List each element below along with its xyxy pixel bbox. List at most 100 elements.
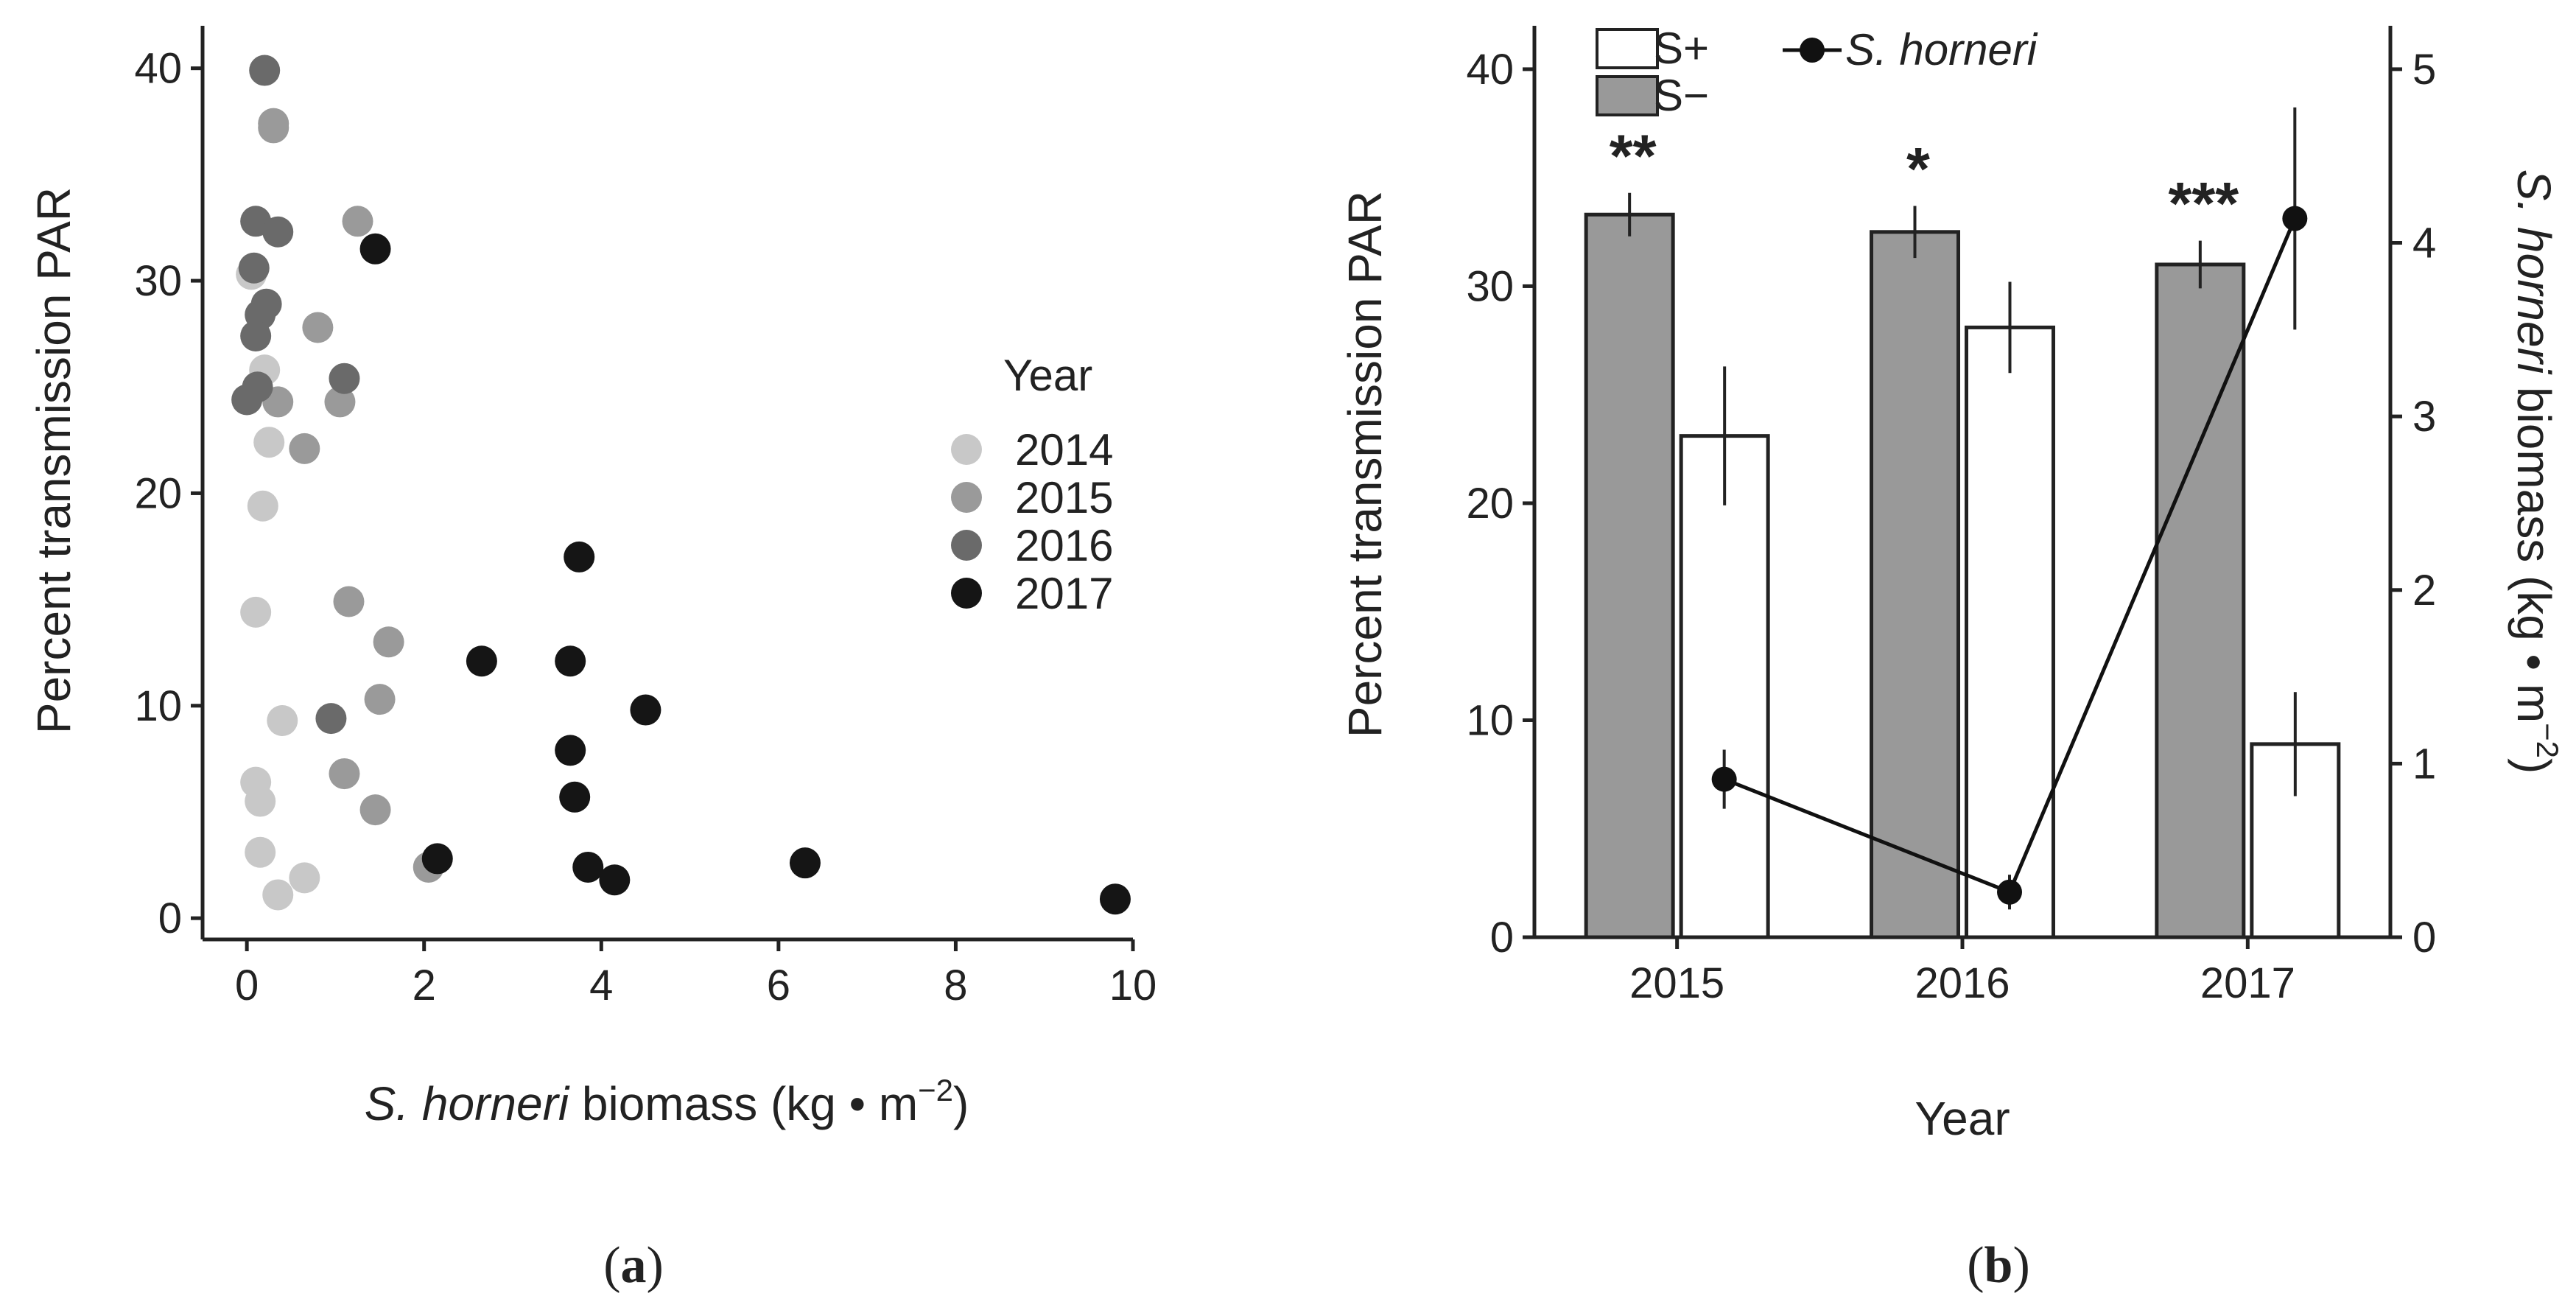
scatter-point-2015 xyxy=(333,586,365,617)
legend-swatch-s-minus xyxy=(1596,75,1659,116)
significance-marker: ** xyxy=(1610,123,1657,190)
legend-marker-2016 xyxy=(951,530,982,561)
legend-label-horneri: S. horneri xyxy=(1845,25,2038,74)
legend-marker-2015 xyxy=(951,482,982,513)
y-tick-label: 20 xyxy=(134,469,182,517)
y-axis-title: Percent transmission PAR xyxy=(1338,191,1391,738)
scatter-point-2016 xyxy=(238,252,270,284)
scatter-point-2015 xyxy=(342,206,373,237)
panel-label-b: (b) xyxy=(1967,1237,2030,1294)
y2-tick-label: 0 xyxy=(2412,914,2436,962)
scatter-point-2015 xyxy=(289,433,320,464)
scatter-point-2016 xyxy=(240,321,272,352)
significance-marker: * xyxy=(1906,136,1930,203)
legend-title: Year xyxy=(1003,351,1092,400)
y2-tick-label: 3 xyxy=(2412,393,2436,441)
panel-label-a: (a) xyxy=(603,1237,664,1294)
x-tick-label: 6 xyxy=(767,962,790,1009)
x-tick-label: 0 xyxy=(235,962,259,1009)
y2-tick-label: 5 xyxy=(2412,46,2436,94)
bar-s-minus-2017 xyxy=(2155,262,2246,939)
scatter-point-2014 xyxy=(267,704,298,736)
y-tick-label: 30 xyxy=(134,257,182,305)
scatter-point-2015 xyxy=(324,386,356,418)
scatter-point-2014 xyxy=(289,862,320,894)
legend-label-2015: 2015 xyxy=(1015,473,1113,522)
y2-tick-label: 2 xyxy=(2412,567,2436,615)
y2-axis-title: S. horneri biomass (kg • m−2) xyxy=(2507,169,2565,774)
horneri-point xyxy=(2282,206,2308,231)
scatter-point-2017 xyxy=(599,864,631,896)
y-tick-label: 40 xyxy=(134,45,182,93)
scatter-point-2017 xyxy=(555,645,586,677)
scatter-panel: 0 10 20 30 40 0 2 4 6 8 10 Percent transmission P… xyxy=(27,26,1157,1294)
scatter-point-2017 xyxy=(559,781,591,813)
scatter-point-2016 xyxy=(249,55,281,86)
legend-marker-horneri xyxy=(1800,38,1825,63)
legend-label-2016: 2016 xyxy=(1015,521,1113,570)
x-tick-label: 2 xyxy=(413,962,436,1009)
y-tick-label: 10 xyxy=(1466,696,1514,744)
x-tick-label: 2016 xyxy=(1915,959,2010,1007)
scatter-point-2014 xyxy=(247,490,278,522)
legend-swatch-s-plus xyxy=(1596,28,1659,69)
y-tick-label: 10 xyxy=(134,682,182,730)
y-tick-label: 40 xyxy=(1466,46,1514,94)
scatter-point-2016 xyxy=(315,703,347,735)
legend-label-s-minus: S− xyxy=(1654,71,1709,120)
scatter-point-2017 xyxy=(630,694,661,726)
legend-marker-2014 xyxy=(951,434,982,465)
y-tick-label: 30 xyxy=(1466,262,1514,310)
scatter-point-2015 xyxy=(258,112,289,144)
scatter-point-2017 xyxy=(564,541,595,573)
legend-label-2017: 2017 xyxy=(1015,569,1113,618)
scatter-point-2015 xyxy=(302,312,334,343)
legend-label-2014: 2014 xyxy=(1015,425,1113,475)
y-tick-label: 20 xyxy=(1466,480,1514,528)
scatter-point-2014 xyxy=(253,427,285,458)
y-tick-label: 0 xyxy=(1490,914,1514,962)
scatter-point-2014 xyxy=(240,596,272,628)
scatter-point-2017 xyxy=(466,645,497,677)
scatter-point-2017 xyxy=(572,851,604,883)
y2-tick-label: 4 xyxy=(2412,220,2436,267)
x-tick-label: 4 xyxy=(589,962,613,1009)
scatter-point-2015 xyxy=(373,626,404,658)
y2-tick-label: 1 xyxy=(2412,740,2436,788)
bar-s-minus-2015 xyxy=(1584,212,1675,939)
scatter-point-2017 xyxy=(789,847,821,879)
legend-marker-2017 xyxy=(951,578,982,609)
scatter-point-2016 xyxy=(231,384,263,416)
legend-label-s-plus: S+ xyxy=(1654,24,1709,73)
scatter-point-2017 xyxy=(555,735,586,766)
horneri-point xyxy=(1711,766,1737,792)
scatter-point-2016 xyxy=(329,363,360,394)
scatter-point-2014 xyxy=(245,836,276,868)
x-axis-title: Year xyxy=(1915,1092,2010,1145)
x-tick-label: 10 xyxy=(1109,962,1157,1009)
scatter-point-2014 xyxy=(245,785,276,817)
scatter-point-2017 xyxy=(1099,883,1131,915)
scatter-point-2015 xyxy=(329,758,360,790)
y-tick-label: 0 xyxy=(158,894,182,942)
bar-s-plus-2016 xyxy=(1965,325,2055,939)
bar-s-minus-2016 xyxy=(1870,230,1960,939)
scatter-point-2015 xyxy=(359,794,391,826)
scatter-point-2014 xyxy=(262,879,294,911)
x-tick-label: 2017 xyxy=(2200,959,2295,1007)
bar-s-plus-2015 xyxy=(1679,434,1770,939)
x-tick-label: 8 xyxy=(944,962,967,1009)
scatter-point-2016 xyxy=(262,216,294,248)
scatter-point-2015 xyxy=(364,684,396,715)
scatter-point-2017 xyxy=(421,843,453,875)
bar-legend: S+ S− S. horneri xyxy=(1596,24,2038,120)
horneri-point xyxy=(1997,879,2022,905)
significance-marker: *** xyxy=(2168,171,2239,238)
scatter-point-2017 xyxy=(359,233,391,265)
y-axis-title: Percent transmission PAR xyxy=(27,187,80,734)
x-tick-label: 2015 xyxy=(1629,959,1724,1007)
x-axis-title: S. horneri biomass (kg • m−2) xyxy=(365,1073,969,1130)
